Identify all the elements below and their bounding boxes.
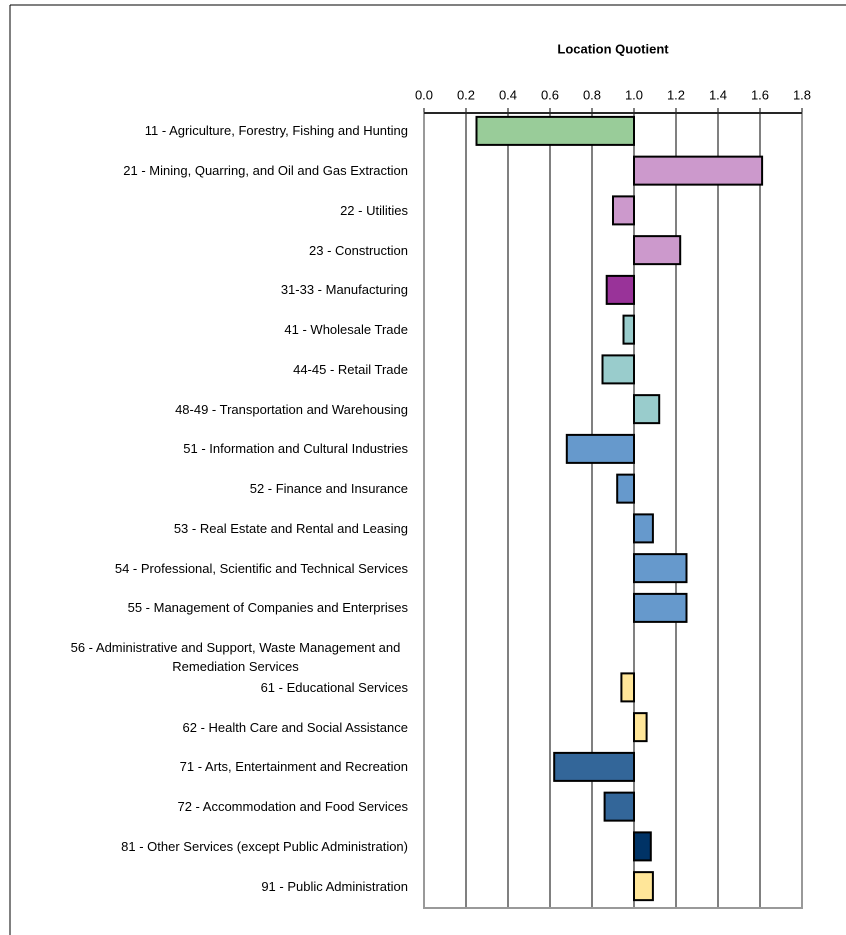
bar xyxy=(633,592,688,623)
bar xyxy=(616,473,636,504)
bar xyxy=(475,115,635,146)
y-tick-label: 44-45 - Retail Trade xyxy=(293,361,408,377)
bar xyxy=(605,274,636,305)
y-tick-label: 41 - Wholesale Trade xyxy=(284,322,408,338)
y-tick-label: 81 - Other Services (except Public Admin… xyxy=(121,838,408,854)
x-tick-label: 0.4 xyxy=(499,87,517,102)
bar xyxy=(603,791,635,822)
x-axis-label: Location Quotient xyxy=(557,41,669,56)
bar xyxy=(633,871,654,902)
y-tick-label: 62 - Health Care and Social Assistance xyxy=(182,719,408,735)
bar xyxy=(633,155,764,186)
bar xyxy=(620,672,636,703)
x-tick-label: 1.0 xyxy=(625,87,643,102)
y-tick-label: 11 - Agriculture, Forestry, Fishing and … xyxy=(144,123,408,139)
plot-border xyxy=(423,112,803,909)
bar xyxy=(633,553,688,584)
x-tick-label: 0.2 xyxy=(457,87,475,102)
x-tick-label: 1.4 xyxy=(709,87,727,102)
y-tick-label: 52 - Finance and Insurance xyxy=(249,481,408,497)
y-tick-label: 21 - Mining, Quarring, and Oil and Gas E… xyxy=(123,163,408,179)
bar xyxy=(633,831,652,862)
y-tick-label: 71 - Arts, Entertainment and Recreation xyxy=(179,759,408,775)
bar xyxy=(565,433,635,464)
y-tick-label: 61 - Educational Services xyxy=(260,679,408,695)
y-tick-label: 54 - Professional, Scientific and Techni… xyxy=(114,560,408,576)
bar xyxy=(633,513,654,544)
bar xyxy=(553,751,636,782)
bar xyxy=(601,354,635,385)
y-tick-label: 53 - Real Estate and Rental and Leasing xyxy=(173,520,408,536)
x-tick-label: 1.8 xyxy=(793,87,811,102)
x-tick-label: 0.0 xyxy=(415,87,433,102)
bar xyxy=(633,235,682,266)
y-tick-label: 23 - Construction xyxy=(309,242,408,258)
y-tick-label: 91 - Public Administration xyxy=(261,878,408,894)
y-tick-label: 51 - Information and Cultural Industries xyxy=(183,441,408,457)
x-tick-label: 1.2 xyxy=(667,87,685,102)
bar xyxy=(633,712,648,743)
x-tick-label: 1.6 xyxy=(751,87,769,102)
x-tick-label: 0.6 xyxy=(541,87,559,102)
y-tick-label: 55 - Management of Companies and Enterpr… xyxy=(127,600,408,616)
bar xyxy=(622,314,635,345)
y-tick-label: 31-33 - Manufacturing xyxy=(280,282,408,298)
y-tick-label: 22 - Utilities xyxy=(340,202,408,218)
y-tick-label: 72 - Accommodation and Food Services xyxy=(177,799,408,815)
y-tick-label: 48-49 - Transportation and Warehousing xyxy=(175,401,408,417)
bar xyxy=(612,195,635,226)
x-tick-label: 0.8 xyxy=(583,87,601,102)
bar xyxy=(633,394,661,425)
y-tick-label: 56 - Administrative and Support, Waste M… xyxy=(70,640,401,675)
